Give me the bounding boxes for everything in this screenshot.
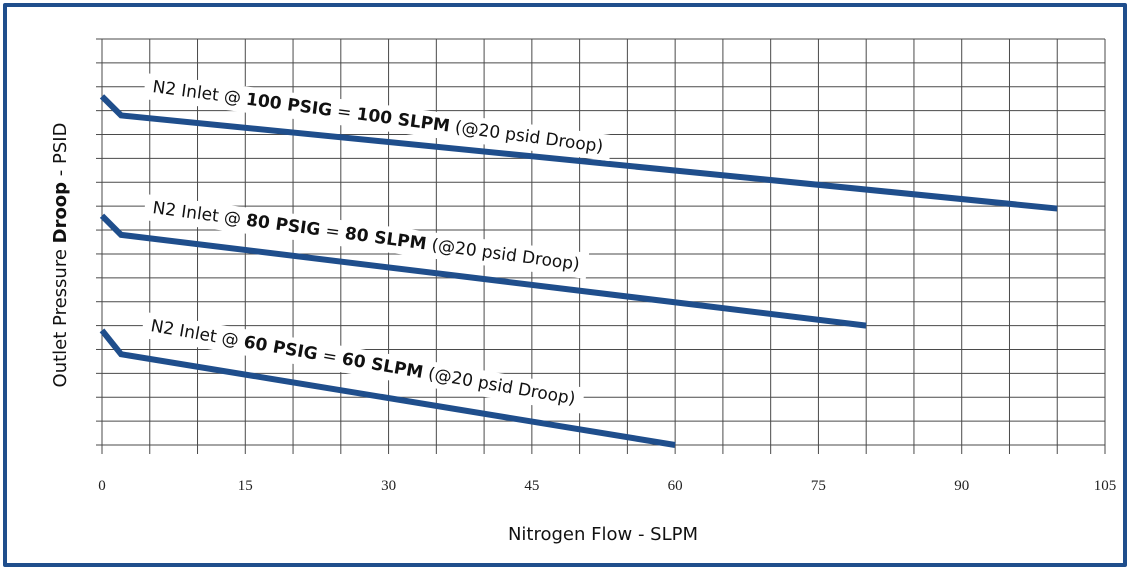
x-axis-title: Nitrogen Flow - SLPM <box>508 524 698 545</box>
y-axis-title-prefix: Outlet Pressure <box>50 243 71 387</box>
series-line-1 <box>99 94 1058 212</box>
y-axis-title-bold: Droop <box>50 182 71 244</box>
x-tick-labels: 0 15 30 45 60 75 90 105 <box>98 478 1116 494</box>
series-label-text: N2 Inlet @ 100 PSIG = 100 SLPM (@20 psid… <box>151 77 604 157</box>
series-labels: N2 Inlet @ 100 PSIG = 100 SLPM (@20 psid… <box>140 73 613 414</box>
x-tick-label: 75 <box>811 478 826 494</box>
y-axis-title: Outlet Pressure Droop - PSID <box>50 123 71 388</box>
series-label-part: (@20 psid Droop) <box>421 363 577 409</box>
series-line-3 <box>99 328 676 448</box>
series-lines <box>99 94 1058 448</box>
series-label-part: = <box>319 220 346 243</box>
series-label-background <box>143 194 590 279</box>
series-label-part: (@20 psid Droop) <box>425 235 581 275</box>
x-tick-label: 90 <box>954 478 969 494</box>
x-tick-label: 60 <box>668 478 683 494</box>
series-label-background <box>140 311 586 414</box>
series-line-2 <box>99 213 867 329</box>
series-label-background <box>143 73 613 162</box>
x-tick-label: 30 <box>381 478 396 494</box>
series-label-part: = <box>316 345 344 369</box>
x-tick-label: 0 <box>98 478 106 494</box>
series-label-3: N2 Inlet @ 60 PSIG = 60 SLPM (@20 psid D… <box>140 311 586 414</box>
y-axis-title-suffix: - PSID <box>50 123 71 182</box>
series-label-part: = <box>331 101 358 124</box>
x-tick-label: 15 <box>238 478 253 494</box>
x-tick-label: 45 <box>524 478 539 494</box>
x-tick-label: 105 <box>1094 478 1117 494</box>
